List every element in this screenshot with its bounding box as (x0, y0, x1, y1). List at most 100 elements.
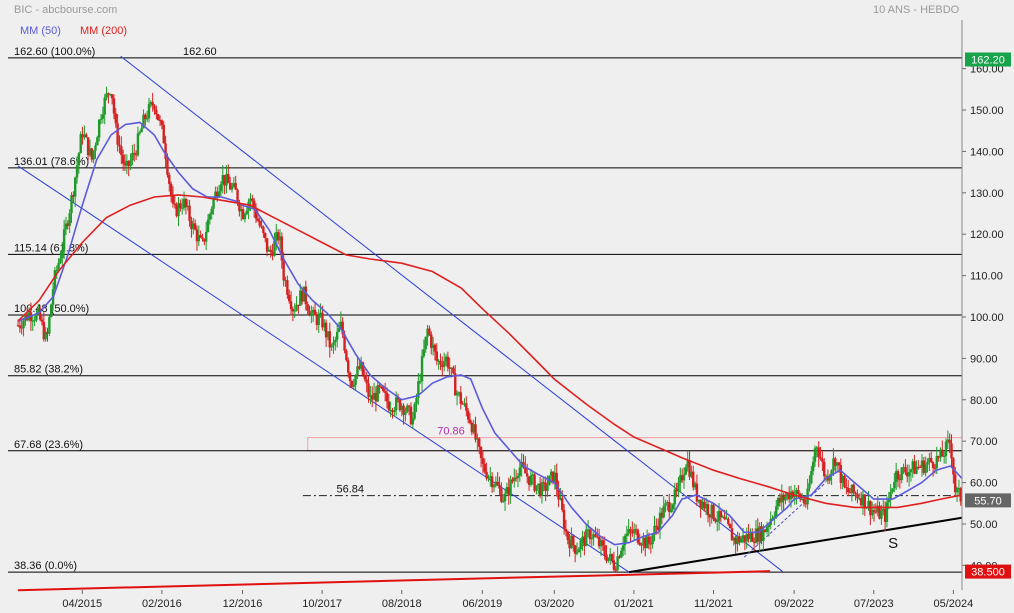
candle-body (527, 476, 531, 485)
candle-body (745, 533, 748, 542)
candle-body (810, 471, 813, 484)
candle-body (284, 280, 287, 282)
candle-body (561, 497, 564, 510)
candle-body (42, 321, 46, 340)
candle-body (343, 334, 346, 351)
candle-body (238, 202, 241, 212)
candle-body (675, 489, 678, 492)
candle-body (538, 483, 542, 497)
candle-body (612, 560, 616, 570)
candle-body (319, 312, 322, 316)
candle-body (465, 403, 468, 411)
candle-body (636, 529, 640, 543)
candle-body (917, 466, 920, 468)
candle-body (243, 214, 247, 220)
candle-body (252, 200, 256, 210)
fib-level-label: 136.01 (78.6%) (14, 156, 89, 168)
candle-body (404, 411, 407, 415)
candle-body (594, 534, 597, 537)
candle-body (160, 120, 164, 125)
candle-body (153, 105, 156, 110)
candle-body (227, 173, 230, 184)
x-tick-label: 08/2018 (382, 598, 422, 610)
candle-body (479, 446, 483, 459)
candle-body (553, 472, 557, 483)
y-tick-label: 140.00 (970, 146, 1004, 158)
candle-body (721, 516, 724, 518)
candle-body (395, 397, 398, 411)
candle-body (433, 344, 437, 352)
candle-body (767, 525, 771, 528)
price-badge-label: 162.20 (971, 55, 1005, 67)
candle-body (299, 290, 302, 306)
candle-body (158, 120, 162, 122)
candle-body (18, 325, 22, 328)
candle-body (455, 393, 459, 396)
candle-body (372, 392, 376, 400)
candle-body (123, 163, 127, 166)
candle-body (134, 154, 138, 156)
candle-body (214, 191, 217, 199)
candle-body (603, 545, 606, 555)
candle-body (177, 203, 180, 217)
candle-body (276, 232, 280, 241)
candle-body (797, 489, 800, 494)
candle-body (228, 183, 232, 190)
candle-body (784, 496, 787, 501)
candle-body (832, 458, 835, 471)
candle-body (151, 102, 154, 106)
candle-body (773, 516, 776, 519)
candle-body (145, 118, 149, 120)
candle-body (607, 557, 610, 561)
candle-body (169, 183, 173, 196)
candle-body (727, 518, 730, 525)
candle-body (555, 472, 558, 489)
candle-body (658, 512, 662, 530)
candle-body (693, 483, 697, 488)
candle-body (682, 474, 686, 481)
candle-body (352, 384, 355, 387)
candle-body (173, 203, 177, 205)
candle-body (424, 336, 427, 350)
candle-body (62, 229, 66, 250)
candle-body (415, 397, 418, 404)
x-tick-label: 06/2019 (462, 598, 502, 610)
candle-body (121, 154, 125, 164)
candle-body (184, 198, 188, 208)
candle-body (481, 458, 485, 464)
x-tick-label: 11/2021 (694, 598, 733, 610)
candle-body (99, 118, 103, 120)
candle-body (858, 498, 861, 500)
candle-body (887, 499, 890, 503)
candle-body (655, 525, 658, 527)
candle-body (716, 520, 719, 522)
candle-body (461, 403, 464, 405)
candle-body (524, 466, 527, 474)
candle-body (620, 550, 623, 558)
candle-body (835, 462, 839, 466)
candle-body (120, 146, 123, 155)
candle-body (651, 534, 654, 545)
candle-body (57, 262, 60, 270)
candle-body (221, 175, 224, 185)
candle-body (926, 461, 929, 465)
candle-body (422, 349, 426, 357)
candle-body (782, 494, 785, 501)
candle-body (570, 535, 573, 549)
candle-body (289, 301, 293, 310)
candle-body (48, 317, 51, 334)
candle-body (843, 475, 846, 487)
candle-body (662, 505, 665, 518)
candle-body (103, 97, 106, 115)
legend-item: MM (50) (20, 25, 61, 37)
x-tick-label: 09/2022 (774, 598, 814, 610)
candle-body (741, 535, 745, 539)
candle-body (800, 499, 804, 501)
candle-body (653, 525, 656, 535)
candle-body (92, 150, 95, 160)
candle-body (147, 104, 151, 119)
candle-body (302, 286, 306, 302)
candle-body (686, 459, 689, 468)
candle-body (854, 492, 857, 495)
candle-body (918, 467, 922, 469)
